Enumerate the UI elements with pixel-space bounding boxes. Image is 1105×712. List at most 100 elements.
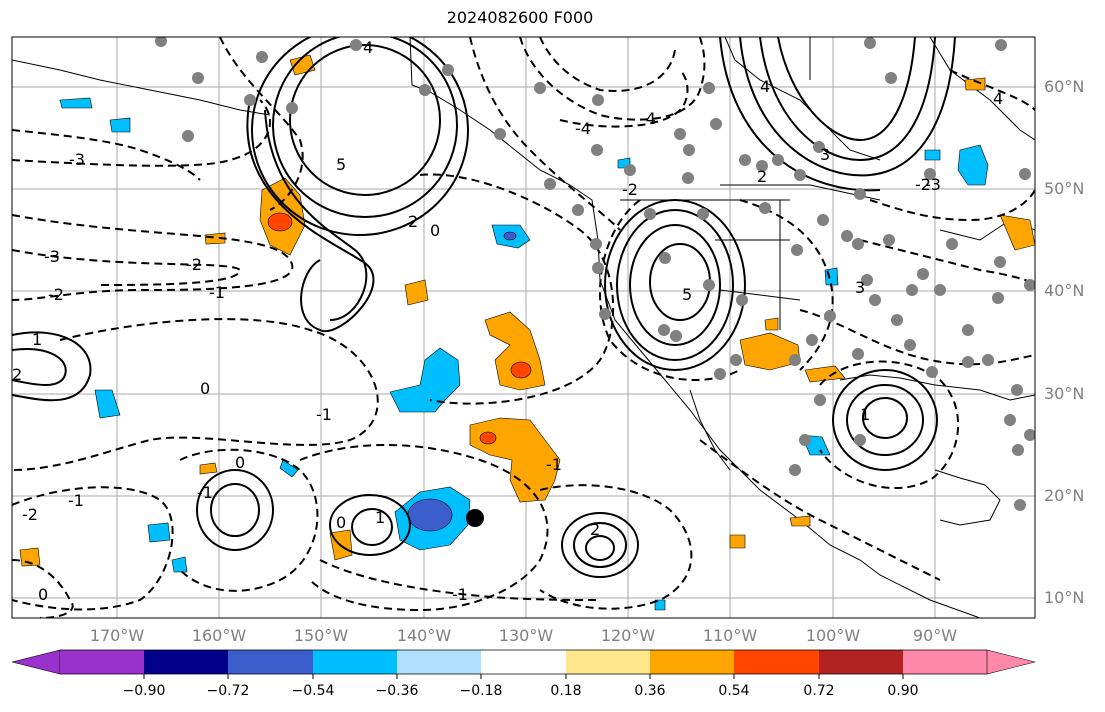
- contour-label: 0: [336, 513, 346, 532]
- contour-label: 2: [757, 167, 767, 186]
- contour-label: 0: [38, 585, 48, 604]
- contour-label: 2: [12, 365, 22, 384]
- map-title: 2024082600 F000: [446, 8, 594, 27]
- warm-patch: [789, 515, 811, 527]
- lon-label: 140°W: [396, 626, 452, 645]
- tropical-cyclone-marker: [466, 509, 484, 527]
- colorbar-tick-label: 0.72: [803, 683, 835, 699]
- cool-patch: [109, 117, 131, 133]
- lon-label: 90°W: [912, 626, 958, 645]
- contour-label: -3: [69, 150, 85, 169]
- lon-label: 150°W: [293, 626, 349, 645]
- colorbar-segment: [313, 650, 397, 674]
- lon-label: 120°W: [600, 626, 656, 645]
- warm-core: [510, 361, 532, 379]
- colorbar-tick-label: −0.72: [206, 683, 250, 699]
- cool-patch: [924, 149, 941, 161]
- station-markers: [155, 37, 1035, 511]
- colorbar-segment: [60, 650, 144, 674]
- cool-patch: [389, 347, 461, 413]
- colorbar-tick-label: 0.54: [718, 683, 750, 699]
- lat-label: 10°N: [1044, 588, 1085, 607]
- lat-label: 60°N: [1044, 77, 1085, 96]
- warm-patch: [764, 317, 779, 331]
- cool-patch: [824, 267, 839, 286]
- colorbar-segment: [228, 650, 313, 674]
- contour-label: -2: [48, 285, 64, 304]
- colorbar-segment: [734, 650, 819, 674]
- warm-patch: [204, 232, 226, 245]
- colorbar-tick-label: −0.90: [122, 683, 166, 699]
- contour-label: 0: [235, 453, 245, 472]
- contour-label: 4: [993, 89, 1003, 108]
- negative-contours: [12, 37, 1035, 618]
- contour-label: -1: [546, 455, 562, 474]
- map-frame: [11, 36, 1036, 619]
- colorbar-tick-label: 0.36: [634, 683, 666, 699]
- warm-patch: [804, 365, 846, 383]
- contour-label: 3: [855, 278, 865, 297]
- colorbar-extend-min: [11, 649, 61, 675]
- warm-patch: [199, 462, 218, 475]
- warm-patch: [729, 534, 746, 549]
- contour-label: -2: [22, 505, 38, 524]
- contour-label: 1: [375, 508, 385, 527]
- warm-core: [267, 212, 293, 232]
- coastlines: [12, 37, 1035, 618]
- colorbar: [11, 649, 1036, 679]
- colorbar-segment: [566, 650, 650, 674]
- positive-contours: [12, 37, 956, 578]
- colorbar-segment: [144, 650, 228, 674]
- contour-label: 2: [590, 520, 600, 539]
- colorbar-tick-label: −0.36: [375, 683, 419, 699]
- lon-label: 130°W: [498, 626, 554, 645]
- contour-label: -2: [186, 255, 202, 274]
- colorbar-extend-max: [986, 649, 1036, 675]
- contour-label: 3: [820, 145, 830, 164]
- lon-label: 170°W: [89, 626, 145, 645]
- colorbar-tick-label: 0.90: [887, 683, 919, 699]
- lat-label: 30°N: [1044, 384, 1085, 403]
- lat-label: 50°N: [1044, 179, 1085, 198]
- colorbar-tick-label: 0.18: [550, 683, 582, 699]
- cool-patch: [279, 459, 299, 478]
- contour-label: 4: [760, 77, 770, 96]
- colorbar-segment: [819, 650, 903, 674]
- contour-label: 5: [682, 285, 692, 304]
- contour-label: 4: [363, 38, 373, 57]
- shaded-anomalies: [19, 54, 1035, 611]
- colorbar-segment: [903, 650, 987, 674]
- warm-core: [479, 431, 497, 445]
- contour-label: -3: [44, 247, 60, 266]
- cool-patch: [654, 599, 666, 611]
- lon-label: 100°W: [805, 626, 861, 645]
- contour-label: -3: [925, 175, 941, 194]
- contour-label: -2: [915, 175, 931, 194]
- warm-patch: [484, 311, 546, 391]
- cool-patch: [957, 144, 989, 186]
- cool-patch: [59, 97, 93, 109]
- warm-patch: [964, 77, 986, 91]
- contour-label: 5: [336, 155, 346, 174]
- contour-label: 0: [200, 379, 210, 398]
- colorbar-tick-label: −0.18: [459, 683, 503, 699]
- contour-label: -1: [316, 405, 332, 424]
- contour-label: -4: [575, 119, 591, 138]
- cool-core: [407, 498, 453, 532]
- contour-label: 1: [860, 405, 870, 424]
- colorbar-segment: [397, 650, 481, 674]
- cool-patch: [171, 556, 188, 573]
- contour-label: 2: [408, 212, 418, 231]
- lat-label: 40°N: [1044, 281, 1085, 300]
- lon-label: 110°W: [702, 626, 758, 645]
- contour-label: 0: [430, 221, 440, 240]
- contour-label: -1: [197, 483, 213, 502]
- contour-label: 1: [32, 330, 42, 349]
- contour-label: -4: [640, 109, 656, 128]
- cool-core: [503, 231, 517, 241]
- warm-patch: [404, 279, 429, 306]
- colorbar-segment: [481, 650, 566, 674]
- contour-label: -1: [68, 491, 84, 510]
- contour-label: -1: [452, 585, 468, 604]
